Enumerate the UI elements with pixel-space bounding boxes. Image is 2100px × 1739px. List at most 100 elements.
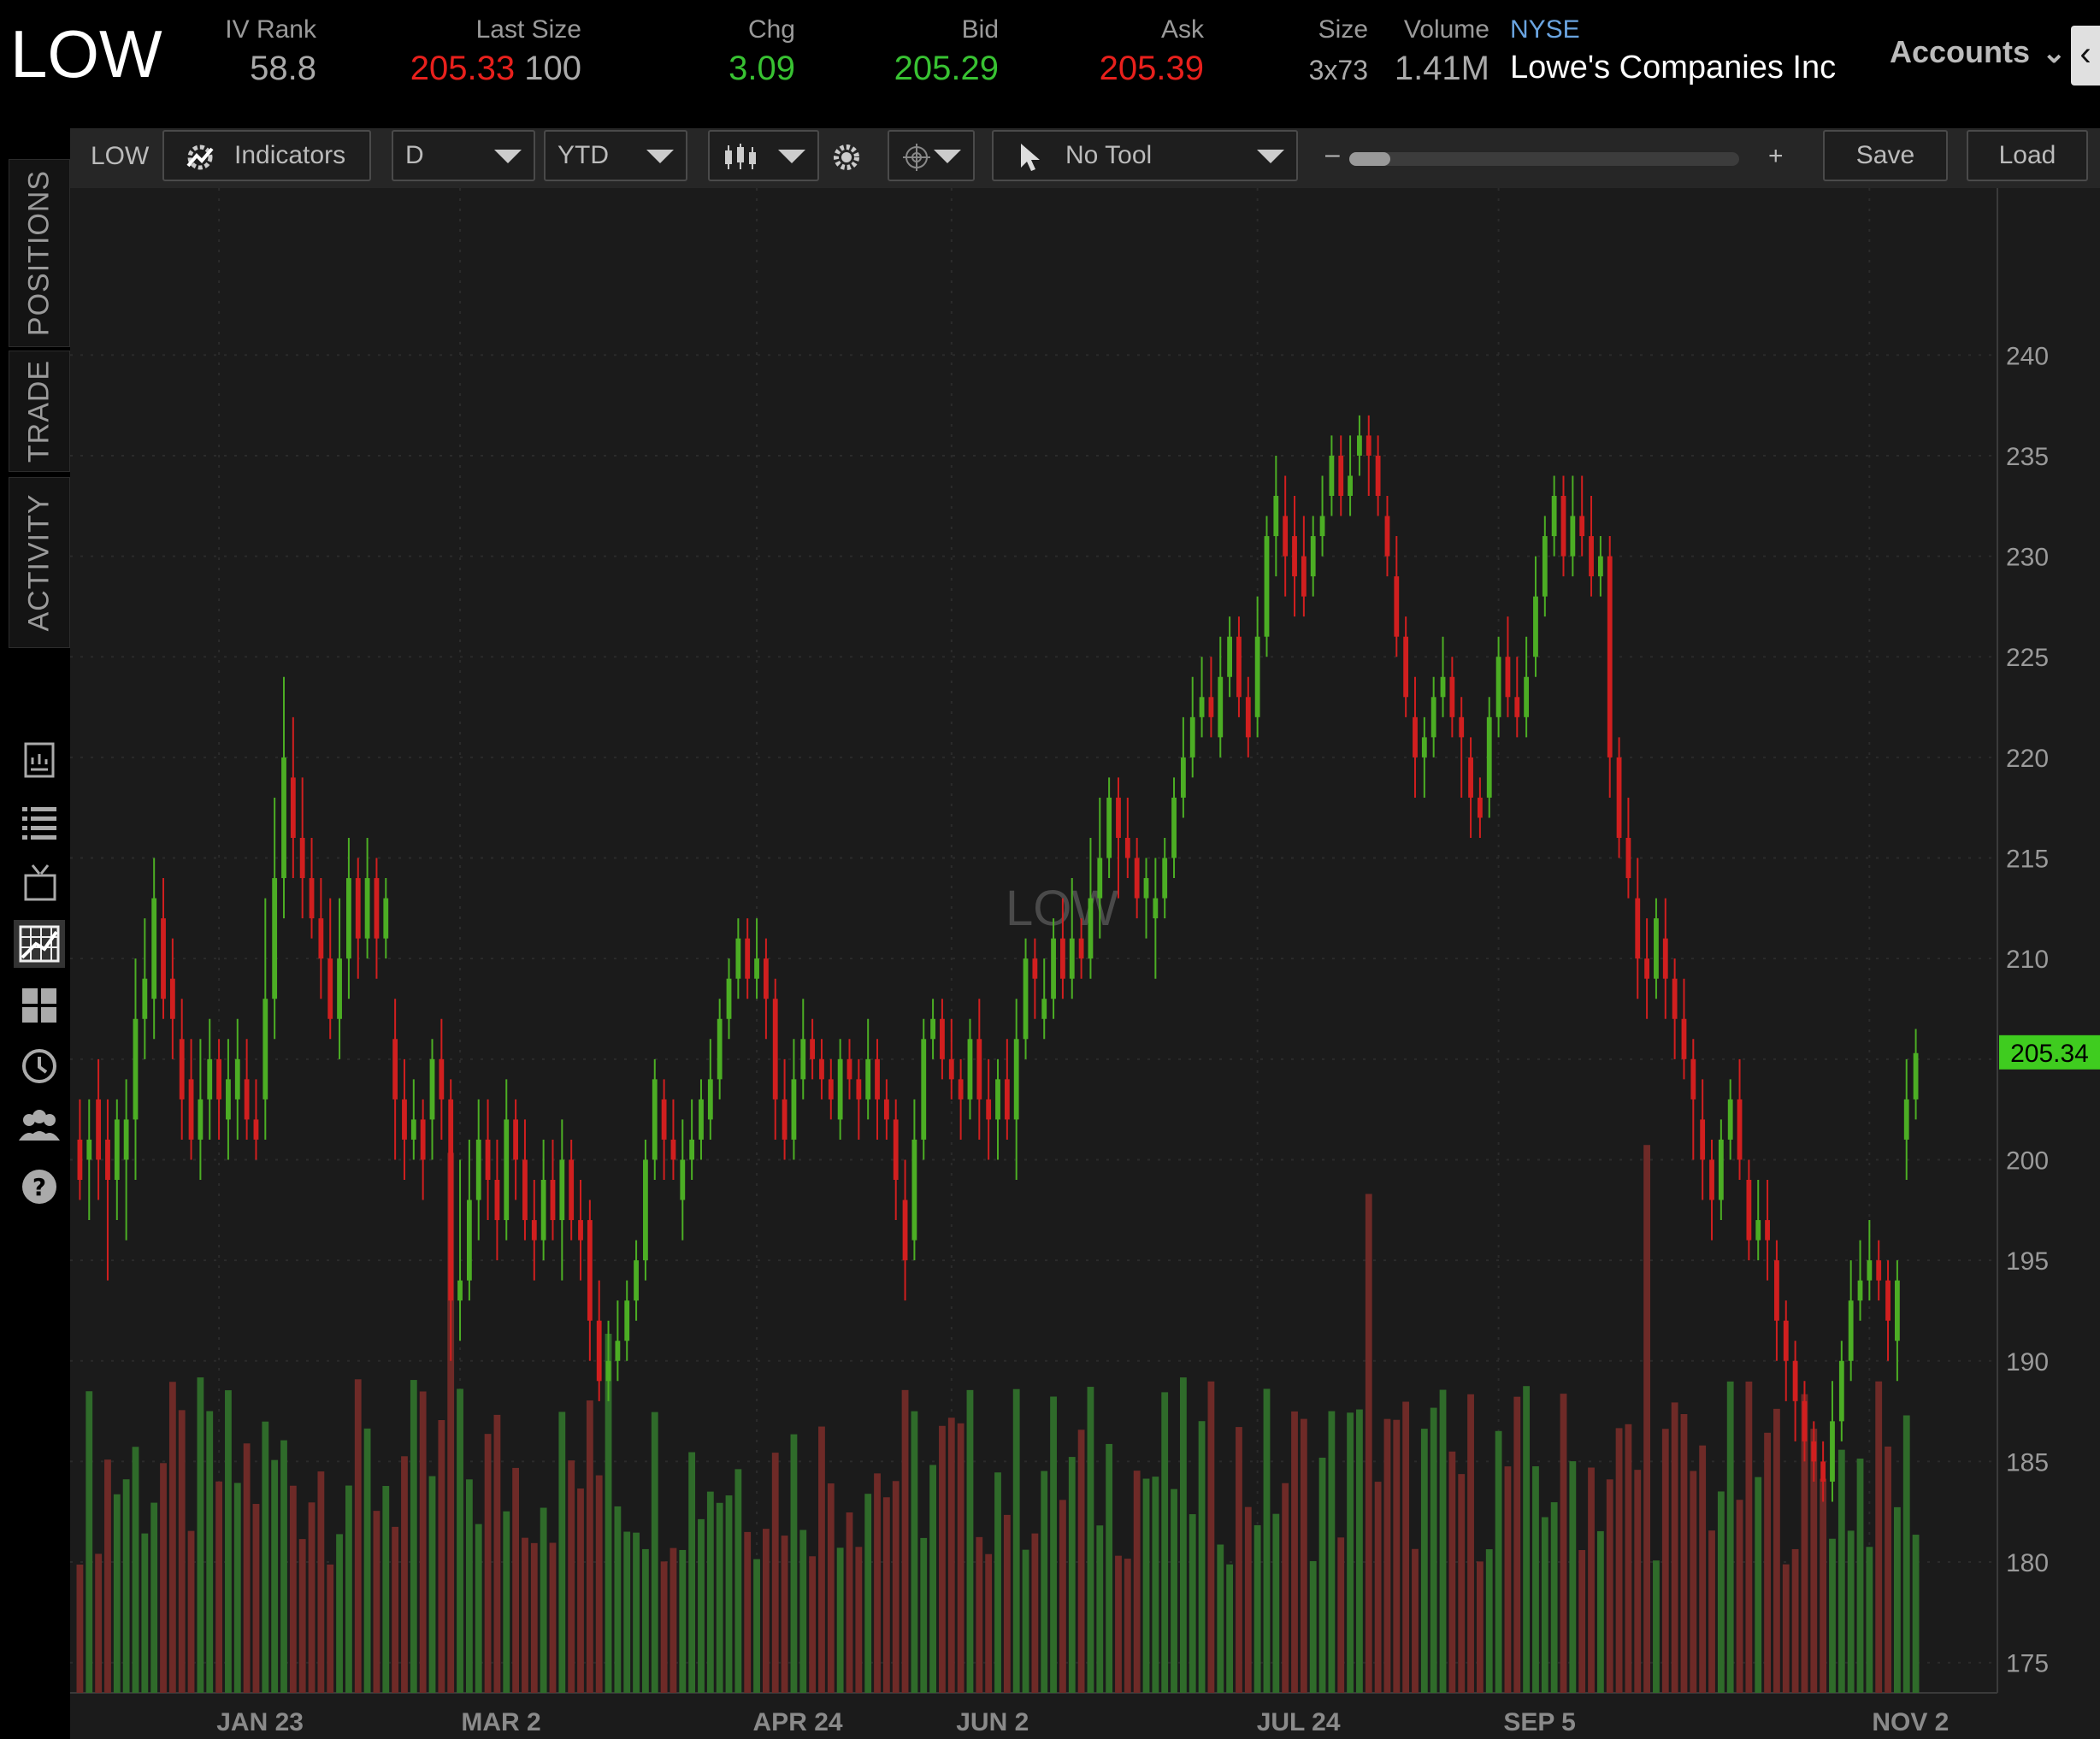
volume-bar <box>233 1483 241 1693</box>
help-icon[interactable]: ? <box>14 1163 65 1211</box>
volume-bar <box>1337 1537 1345 1693</box>
volume-bar <box>1643 1145 1650 1693</box>
volume-bar <box>1847 1530 1855 1693</box>
volume-bar <box>1412 1548 1419 1693</box>
volume-bar <box>1115 1555 1122 1693</box>
range-select[interactable]: YTD <box>544 130 687 181</box>
candle-body <box>1394 576 1400 637</box>
candle-body <box>1319 516 1325 537</box>
candle-body <box>1644 958 1649 979</box>
volume-bar <box>1458 1474 1466 1693</box>
candle-body <box>1514 697 1520 717</box>
candle-body <box>1838 1360 1844 1422</box>
candle-body <box>1264 536 1270 637</box>
zoom-slider-thumb[interactable] <box>1349 152 1390 166</box>
candle-body <box>1013 1039 1019 1120</box>
zoom-in-button[interactable]: + <box>1768 142 1784 170</box>
price-chart[interactable]: LOW 240235230225220215210205200195190185… <box>70 188 2100 1739</box>
last-size: 100 <box>524 50 581 87</box>
chart-grid-icon[interactable] <box>14 920 65 968</box>
candle-body <box>707 1079 713 1120</box>
collapse-arrow-button[interactable]: ‹ <box>2071 26 2100 85</box>
volume-bar <box>522 1537 528 1693</box>
volume-bar <box>512 1467 520 1693</box>
volume-bar <box>1885 1446 1891 1693</box>
volume-bar <box>568 1460 575 1693</box>
candle-body <box>531 1220 537 1241</box>
tab-trade[interactable]: TRADE <box>9 351 70 472</box>
candle-body <box>680 1159 686 1200</box>
volume-bar <box>1560 1394 1567 1693</box>
candle-body <box>1097 858 1103 899</box>
history-icon[interactable] <box>14 1041 65 1089</box>
volume-bar <box>1374 1482 1382 1693</box>
volume-bar <box>1467 1394 1474 1693</box>
load-button[interactable]: Load <box>1967 130 2088 181</box>
period-value: D <box>405 141 424 169</box>
candle-body <box>1533 596 1538 657</box>
candle-body <box>1134 858 1140 899</box>
volume-bar <box>558 1412 566 1693</box>
candle-body <box>1589 536 1594 577</box>
zoom-slider[interactable] <box>1349 152 1739 166</box>
chevron-down-icon <box>1257 150 1284 163</box>
candle-body <box>578 1220 583 1241</box>
volume-bar <box>95 1553 103 1693</box>
candle-body <box>1616 757 1622 838</box>
monitor-icon[interactable] <box>14 737 65 785</box>
volume-bar <box>1485 1549 1493 1693</box>
candle-body <box>1774 1260 1779 1321</box>
volume-bar <box>438 1419 445 1693</box>
candle-body <box>142 978 148 1019</box>
volume-bar <box>493 1414 501 1693</box>
volume-bar <box>1912 1535 1920 1693</box>
drawing-tool-select[interactable]: No Tool <box>992 130 1298 181</box>
volume-bar <box>1087 1387 1094 1693</box>
zoom-out-button[interactable]: – <box>1325 140 1340 168</box>
candle-body <box>86 1139 92 1160</box>
candle-body <box>337 958 342 1019</box>
candlesticks <box>77 415 1919 1502</box>
candle-body <box>689 1139 695 1160</box>
list-icon[interactable] <box>14 799 65 846</box>
symbol-title[interactable]: LOW <box>10 16 162 91</box>
tab-positions[interactable]: POSITIONS <box>9 159 70 347</box>
candle-body <box>309 878 315 919</box>
last-price-tag-label: 205.34 <box>2010 1040 2089 1068</box>
settings-gear-icon[interactable] <box>829 140 864 174</box>
volume-bar <box>1745 1381 1753 1693</box>
volume-bar <box>1031 1533 1039 1693</box>
candle-body <box>800 1039 806 1080</box>
ask-value[interactable]: 205.39 <box>1099 50 1204 87</box>
candle-body <box>1746 1180 1752 1241</box>
volume-bar <box>1764 1432 1771 1693</box>
volume-bar <box>336 1534 343 1693</box>
period-select[interactable]: D <box>392 130 535 181</box>
chevron-down-icon: ⌄ <box>2042 37 2067 69</box>
tab-activity-label: ACTIVITY <box>22 493 56 632</box>
indicators-button[interactable]: Indicators <box>162 130 371 181</box>
volume-bar <box>1532 1466 1539 1693</box>
save-button[interactable]: Save <box>1823 130 1948 181</box>
crosshair-select[interactable] <box>888 130 975 181</box>
people-icon[interactable] <box>14 1103 65 1151</box>
grid-icon[interactable] <box>14 982 65 1029</box>
tab-activity[interactable]: ACTIVITY <box>9 477 70 648</box>
chart-type-select[interactable] <box>708 130 819 181</box>
size-label: Size <box>1318 15 1368 44</box>
volume-bar <box>382 1486 390 1693</box>
volume-bar <box>994 1472 1001 1693</box>
chg-field: Chg 3.09 <box>701 15 795 88</box>
accounts-menu[interactable]: Accounts ⌄ <box>1890 34 2067 70</box>
candle-body <box>439 1058 445 1099</box>
candle-body <box>902 1200 908 1261</box>
tv-icon[interactable] <box>14 860 65 908</box>
candle-body <box>772 999 778 1099</box>
candle-body <box>1468 757 1473 798</box>
candle-body <box>1894 1280 1900 1341</box>
candle-body <box>1662 938 1668 979</box>
bid-value[interactable]: 205.29 <box>894 50 999 87</box>
svg-text:?: ? <box>32 1173 46 1201</box>
volume-bar <box>1050 1396 1057 1693</box>
candle-body <box>1078 938 1084 959</box>
